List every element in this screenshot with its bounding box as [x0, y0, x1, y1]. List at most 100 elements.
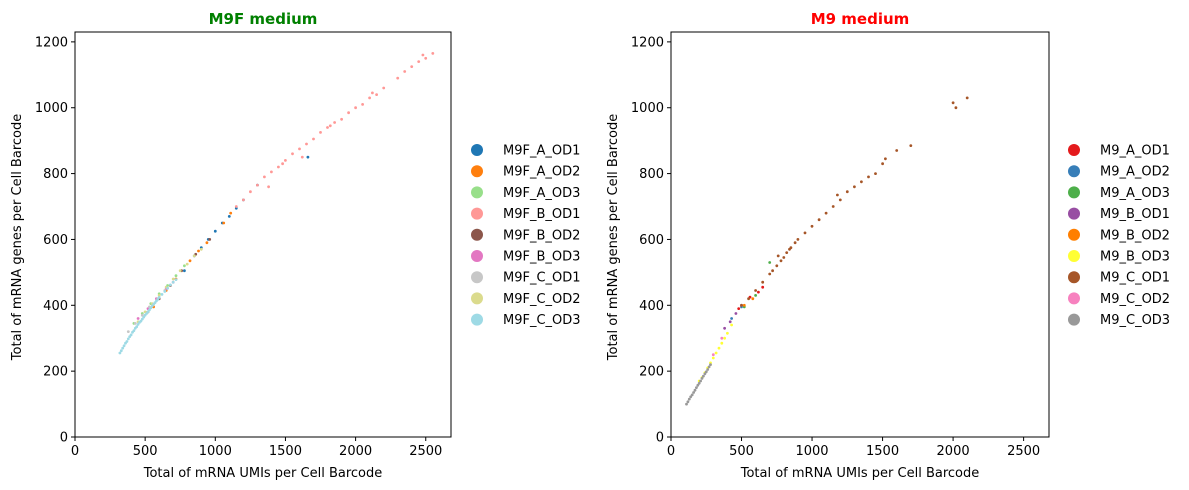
data-point: [157, 296, 161, 299]
legend-marker: [471, 292, 483, 305]
legend-label: M9F_A_OD2: [503, 165, 580, 180]
data-point: [867, 175, 870, 179]
data-point: [951, 101, 955, 105]
data-point: [696, 383, 700, 387]
data-point: [371, 91, 374, 95]
legend-marker: [1068, 250, 1080, 262]
series-M9_C_OD2: [711, 336, 724, 357]
data-point: [135, 325, 139, 329]
data-point: [768, 272, 772, 276]
legend-item: M9_C_OD2: [1068, 292, 1170, 307]
data-point: [687, 397, 691, 401]
y-tick-label: 1000: [35, 101, 68, 116]
legend-marker: [1068, 144, 1080, 156]
data-point: [723, 336, 726, 340]
legend-marker: [1068, 207, 1080, 220]
data-point: [965, 96, 969, 100]
data-point: [810, 224, 814, 228]
legend-label: M9_B_OD2: [1100, 228, 1170, 243]
legend-marker: [471, 186, 483, 199]
x-tick-label: 1500: [866, 444, 899, 459]
data-point: [421, 53, 425, 57]
x-tick-label: 2000: [937, 444, 970, 459]
data-point: [796, 238, 800, 241]
data-point: [122, 344, 126, 348]
data-point: [291, 152, 294, 156]
data-point: [185, 262, 189, 266]
data-point: [845, 190, 849, 194]
data-point: [785, 251, 789, 255]
legend-marker: [1068, 165, 1080, 178]
data-point: [132, 329, 136, 332]
legend-label: M9_C_OD1: [1100, 271, 1170, 286]
data-point: [699, 379, 702, 383]
data-point: [229, 211, 233, 215]
data-point: [183, 269, 186, 273]
chart-m9-medium: M9 medium 0 200 400 600 800 1000 1200 0 500 1000…: [606, 10, 1170, 481]
data-point: [208, 238, 212, 241]
data-point: [706, 368, 710, 371]
data-point: [148, 308, 151, 312]
x-tick-label: 1500: [269, 444, 302, 459]
legend-label: M9F_A_OD3: [503, 186, 580, 201]
y-tick-label: 1200: [631, 35, 664, 50]
data-point: [692, 391, 695, 394]
data-point: [136, 317, 140, 320]
data-point: [874, 172, 877, 176]
data-point: [171, 280, 175, 284]
legend-item: M9_A_OD2: [1068, 165, 1170, 180]
data-point: [126, 337, 130, 341]
data-point: [717, 346, 721, 350]
data-point: [234, 205, 238, 208]
x-tick-label: 500: [133, 444, 158, 459]
plot-area: [74, 31, 452, 438]
legend-marker: [471, 144, 483, 156]
legend-marker: [471, 228, 483, 241]
data-point: [199, 247, 203, 251]
data-point: [895, 149, 899, 152]
legend: M9_A_OD1 M9_A_OD2 M9_A_OD3 M9_B_OD1 M9_B_OD2…: [1068, 144, 1170, 328]
data-point: [689, 395, 693, 399]
legend-label: M9_C_OD3: [1100, 313, 1170, 328]
data-point: [146, 310, 150, 314]
plot-frame: [74, 31, 452, 438]
data-point: [788, 247, 791, 251]
data-point: [277, 165, 280, 169]
data-point: [740, 303, 743, 307]
data-point: [347, 111, 350, 115]
y-tick-label: 200: [43, 365, 68, 380]
data-point: [171, 277, 175, 281]
plot-frame: [670, 31, 1050, 438]
x-tick-label: 1000: [199, 444, 232, 459]
data-point: [267, 185, 270, 189]
y-tick-label: 600: [43, 233, 68, 248]
legend-item: M9_A_OD3: [1068, 186, 1170, 201]
data-point: [761, 285, 765, 289]
data-point: [838, 198, 842, 202]
data-point: [726, 331, 729, 335]
data-point: [909, 144, 913, 148]
data-point: [281, 162, 284, 166]
data-point: [761, 280, 765, 284]
data-point: [757, 290, 760, 294]
data-point: [779, 259, 783, 263]
data-point: [340, 117, 343, 121]
y-axis: 0 200 400 600 800 1000 1200: [631, 35, 671, 446]
data-point: [803, 231, 807, 235]
data-point: [139, 319, 143, 323]
data-point: [227, 215, 231, 218]
data-point: [270, 170, 273, 174]
data-point: [693, 388, 697, 392]
data-point: [703, 372, 707, 376]
data-point: [157, 294, 161, 297]
legend-item: M9_A_OD1: [1068, 144, 1170, 159]
data-point: [166, 286, 170, 290]
data-point: [700, 377, 704, 380]
data-point: [711, 356, 715, 360]
y-tick-label: 800: [43, 167, 68, 182]
chart-title: M9F medium: [209, 10, 318, 28]
data-point: [368, 96, 371, 100]
legend-label: M9F_C_OD1: [503, 271, 581, 286]
data-point: [697, 381, 701, 385]
legend-item: M9F_A_OD1: [471, 144, 580, 159]
